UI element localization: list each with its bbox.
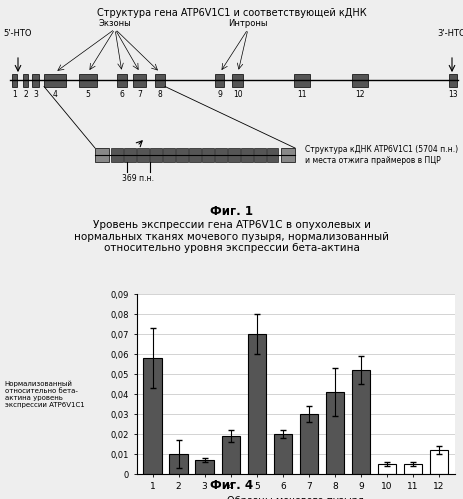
Bar <box>124 148 136 162</box>
Bar <box>240 148 252 162</box>
Bar <box>188 148 200 162</box>
Text: 11: 11 <box>297 89 306 98</box>
Text: 8: 8 <box>157 89 162 98</box>
X-axis label: Образцы мочевого пузыря: Образцы мочевого пузыря <box>227 496 363 499</box>
Bar <box>176 148 188 162</box>
Bar <box>221 436 239 474</box>
Bar <box>137 148 149 162</box>
Bar <box>253 148 265 162</box>
Bar <box>281 148 294 162</box>
Bar <box>351 370 369 474</box>
Text: Интроны: Интроны <box>228 19 267 28</box>
Text: 3'-НТО: 3'-НТО <box>437 29 463 38</box>
Text: Фиг. 4: Фиг. 4 <box>210 479 253 492</box>
Text: 369 п.н.: 369 п.н. <box>122 174 154 183</box>
Bar <box>299 414 317 474</box>
Text: 3: 3 <box>33 89 38 98</box>
Text: 10: 10 <box>233 89 242 98</box>
Text: 6: 6 <box>119 89 124 98</box>
Text: Нормализованный
относительно бета-
актина уровень
экспрессии ATP6V1C1: Нормализованный относительно бета- актин… <box>5 380 84 408</box>
Bar <box>232 73 243 86</box>
Bar <box>150 148 162 162</box>
Bar <box>24 73 28 86</box>
Bar <box>227 148 239 162</box>
Bar <box>32 73 39 86</box>
Text: 13: 13 <box>447 89 457 98</box>
Bar <box>215 73 224 86</box>
Text: Уровень экспрессии гена ATP6V1C в опухолевых и
нормальных тканях мочевого пузыря: Уровень экспрессии гена ATP6V1C в опухол… <box>75 220 388 253</box>
Text: 2: 2 <box>24 89 28 98</box>
Bar <box>13 73 18 86</box>
Bar <box>247 334 265 474</box>
Bar <box>448 73 456 86</box>
Text: Фиг. 1: Фиг. 1 <box>210 205 253 218</box>
Text: 12: 12 <box>355 89 364 98</box>
Text: 1: 1 <box>13 89 17 98</box>
Bar <box>351 73 367 86</box>
Bar <box>143 358 161 474</box>
Bar <box>95 148 109 162</box>
Bar <box>79 73 97 86</box>
Bar <box>273 434 291 474</box>
Bar <box>163 148 175 162</box>
Text: Структура гена ATP6V1C1 и соответствующей кДНК: Структура гена ATP6V1C1 и соответствующе… <box>97 8 366 18</box>
Text: 4: 4 <box>52 89 57 98</box>
Bar <box>214 148 226 162</box>
Text: 5: 5 <box>85 89 90 98</box>
Bar <box>169 454 187 474</box>
Bar <box>429 450 447 474</box>
Text: Экзоны: Экзоны <box>99 19 131 28</box>
Bar <box>403 464 421 474</box>
Text: 9: 9 <box>217 89 222 98</box>
Bar <box>111 148 123 162</box>
Bar <box>117 73 127 86</box>
Text: 7: 7 <box>137 89 142 98</box>
Bar <box>201 148 213 162</box>
Text: Структура кДНК ATP6V1C1 (5704 п.н.)
и места отжига праймеров в ПЦР: Структура кДНК ATP6V1C1 (5704 п.н.) и ме… <box>304 145 457 165</box>
Bar <box>44 73 66 86</box>
Bar <box>133 73 146 86</box>
Bar <box>377 464 395 474</box>
Bar <box>325 392 343 474</box>
Bar <box>195 460 213 474</box>
Bar <box>266 148 278 162</box>
Text: 5'-НТО: 5'-НТО <box>4 29 32 38</box>
Bar <box>155 73 165 86</box>
Bar <box>294 73 309 86</box>
